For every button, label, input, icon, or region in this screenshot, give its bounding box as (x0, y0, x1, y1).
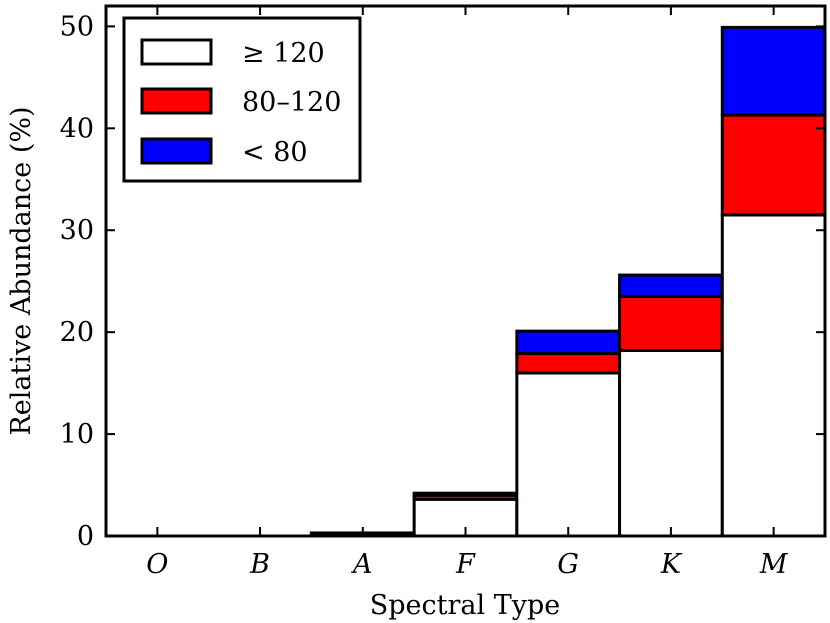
y-tick-label: 10 (60, 419, 94, 450)
legend: ≥ 120 80–120 < 80 (122, 16, 362, 183)
x-axis-title: Spectral Type (370, 590, 560, 621)
bar-G-series-0 (515, 371, 622, 538)
legend-label-ge120: ≥ 120 (242, 38, 325, 69)
bar-G-series-2 (515, 329, 622, 356)
legend-swatch-lt80 (140, 137, 213, 165)
legend-swatch-ge120 (140, 38, 213, 66)
legend-label-80-120: 80–120 (242, 87, 341, 118)
bars-group (309, 25, 827, 538)
bar-K-series-1 (618, 294, 724, 353)
y-axis: 0 10 20 30 40 50 (60, 11, 825, 552)
y-tick-label: 0 (77, 521, 94, 552)
x-tick-label-G: G (557, 549, 579, 580)
x-tick-label-A: A (350, 549, 373, 580)
x-tick-label-O: O (146, 549, 168, 580)
y-tick-label: 20 (60, 317, 94, 348)
y-axis-title: Relative Abundance (%) (6, 106, 37, 435)
y-tick-label: 50 (60, 11, 94, 42)
x-tick-label-M: M (759, 549, 789, 580)
x-tick-label-F: F (455, 549, 476, 580)
bar-M-series-0 (720, 213, 827, 538)
y-tick-label: 30 (60, 215, 94, 246)
y-tick-label: 40 (60, 113, 94, 144)
legend-swatch-80-120 (140, 87, 213, 115)
x-tick-label-K: K (660, 549, 683, 580)
bar-K-series-0 (618, 349, 724, 538)
bar-K-series-2 (618, 273, 724, 298)
bar-M-series-1 (720, 113, 827, 217)
legend-label-lt80: < 80 (242, 137, 308, 168)
bar-M-series-2 (720, 25, 827, 117)
x-tick-label-B: B (249, 549, 270, 580)
bar-F-series-2 (412, 491, 519, 497)
bar-G-series-1 (515, 352, 622, 375)
